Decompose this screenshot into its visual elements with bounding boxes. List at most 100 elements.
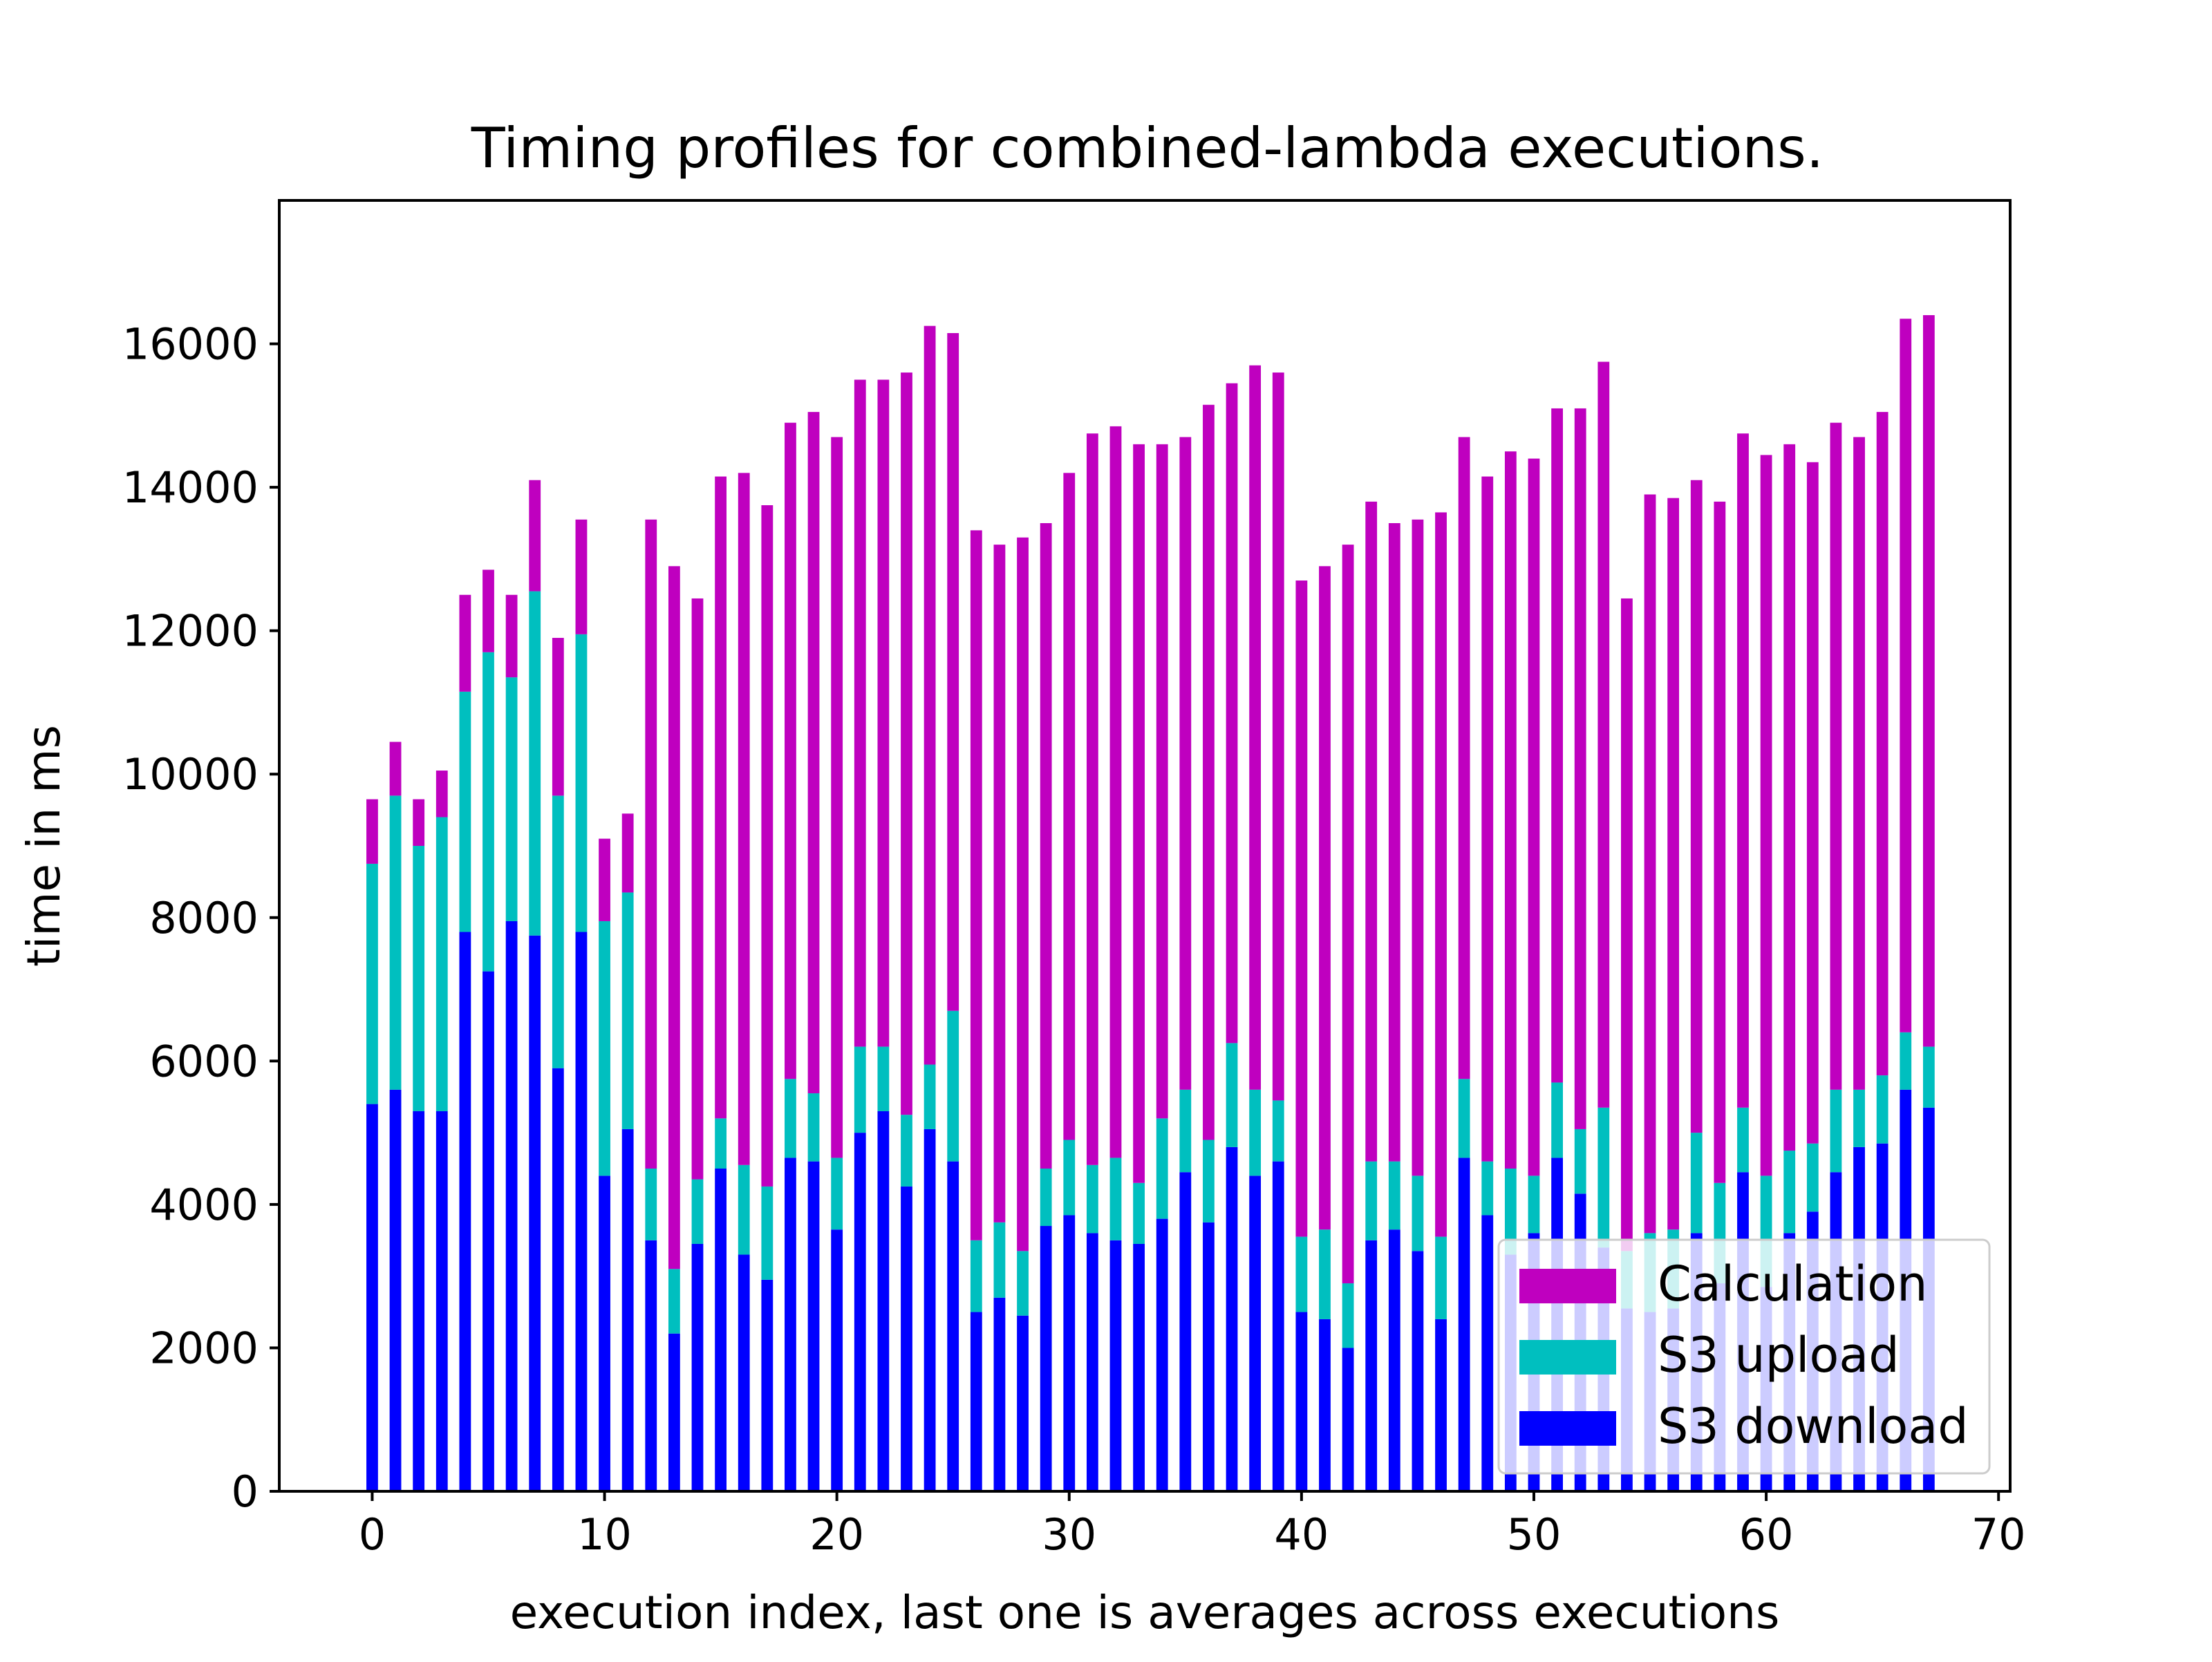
bar-segment-calculation-8 (552, 638, 564, 796)
x-tick-label: 10 (577, 1509, 632, 1560)
bar-segment-s3-upload-38 (1249, 1089, 1262, 1176)
bar-segment-calculation-63 (1830, 422, 1842, 1090)
bar-segment-calculation-48 (1481, 476, 1494, 1162)
bar-segment-calculation-14 (691, 598, 704, 1180)
bar-segment-s3-upload-5 (482, 652, 494, 972)
bar-segment-s3-upload-10 (599, 920, 610, 1176)
bar-segment-s3-upload-32 (1109, 1158, 1122, 1240)
bar-segment-s3-upload-6 (505, 677, 518, 921)
y-tick-label: 2000 (149, 1323, 259, 1373)
bar-segment-s3-upload-48 (1481, 1161, 1494, 1216)
bar-segment-s3-download-10 (599, 1175, 610, 1491)
bar-segment-calculation-65 (1876, 412, 1888, 1076)
bar-segment-s3-upload-57 (1690, 1133, 1703, 1234)
bar-segment-s3-upload-13 (668, 1269, 680, 1334)
bar-segment-s3-upload-3 (435, 817, 448, 1111)
bar-segment-s3-upload-26 (970, 1240, 982, 1312)
bar-segment-s3-download-35 (1179, 1172, 1192, 1491)
bar-segment-s3-upload-65 (1876, 1075, 1888, 1144)
bar-segment-s3-download-40 (1295, 1312, 1308, 1491)
bar-segment-s3-download-39 (1272, 1161, 1284, 1491)
bar-segment-s3-upload-44 (1388, 1161, 1400, 1230)
bar-segment-s3-upload-51 (1551, 1082, 1563, 1158)
bar-segment-s3-upload-23 (901, 1115, 912, 1187)
bar-segment-s3-download-17 (761, 1279, 774, 1491)
bar-segment-calculation-57 (1690, 480, 1703, 1133)
bar-segment-s3-download-21 (854, 1133, 866, 1491)
bar-segment-calculation-18 (785, 422, 796, 1079)
bar-segment-calculation-21 (854, 379, 866, 1047)
bar-segment-s3-download-11 (621, 1129, 634, 1491)
bar-segment-s3-upload-30 (1063, 1140, 1076, 1216)
x-tick-label: 50 (1507, 1509, 1562, 1560)
bar-segment-s3-upload-39 (1272, 1100, 1284, 1162)
bar-segment-s3-upload-36 (1203, 1140, 1215, 1222)
bar-segment-calculation-43 (1365, 501, 1378, 1162)
y-tick-label: 4000 (149, 1180, 259, 1230)
bar-segment-calculation-51 (1551, 408, 1563, 1083)
bar-segment-calculation-34 (1156, 444, 1168, 1119)
bar-segment-calculation-67 (1922, 315, 1935, 1047)
bar-segment-s3-download-25 (947, 1161, 959, 1491)
y-tick-label: 10000 (122, 749, 259, 800)
x-tick-label: 0 (359, 1509, 386, 1560)
bar-segment-s3-download-29 (1040, 1226, 1052, 1491)
bar-segment-calculation-24 (924, 325, 936, 1065)
y-tick-label: 0 (232, 1466, 259, 1517)
bar-segment-s3-download-26 (970, 1312, 982, 1491)
bar-segment-s3-upload-35 (1179, 1089, 1192, 1173)
bar-segment-calculation-61 (1783, 444, 1796, 1151)
bar-segment-s3-download-41 (1319, 1319, 1331, 1491)
bar-segment-s3-upload-64 (1853, 1089, 1865, 1147)
bar-segment-s3-upload-25 (947, 1010, 959, 1162)
bar-segment-s3-upload-67 (1922, 1046, 1935, 1108)
bar-segment-s3-download-3 (435, 1111, 448, 1491)
y-axis: 0 2000 4000 6000 8000 10000 12000 14000 16000 (122, 319, 279, 1517)
x-tick-label: 20 (809, 1509, 864, 1560)
y-tick-label: 16000 (122, 319, 259, 370)
bar-segment-s3-upload-41 (1319, 1229, 1331, 1319)
bar-segment-s3-download-47 (1458, 1158, 1470, 1491)
legend-label: Calculation (1658, 1256, 1928, 1312)
bar-segment-s3-upload-21 (854, 1046, 866, 1133)
bar-segment-s3-download-46 (1435, 1319, 1447, 1491)
bar-segment-s3-upload-49 (1504, 1169, 1517, 1255)
bar-segment-calculation-9 (575, 519, 588, 634)
bar-segment-s3-upload-8 (552, 795, 564, 1068)
legend-swatch-s3-upload (1519, 1340, 1616, 1375)
bar-segment-s3-upload-1 (389, 795, 402, 1090)
bar-segment-s3-upload-22 (877, 1046, 890, 1111)
bar-segment-s3-download-9 (575, 932, 588, 1491)
bar-segment-calculation-27 (993, 545, 1006, 1222)
bar-segment-s3-upload-47 (1458, 1079, 1470, 1158)
bar-segment-s3-download-24 (924, 1129, 936, 1491)
x-tick-label: 70 (1971, 1509, 2026, 1560)
chart-title: Timing profiles for combined-lambda exec… (471, 116, 1824, 180)
y-tick-label: 6000 (149, 1036, 259, 1086)
bar-segment-calculation-45 (1412, 519, 1424, 1176)
bar-segment-s3-upload-14 (691, 1179, 704, 1244)
legend: Calculation S3 upload S3 download (1497, 1238, 1991, 1475)
bar-segment-s3-upload-11 (621, 892, 634, 1129)
y-axis-label: time in ms (17, 725, 71, 967)
bar-segment-s3-upload-29 (1040, 1169, 1052, 1227)
bar-segment-s3-upload-43 (1365, 1161, 1378, 1240)
bar-segment-s3-download-6 (505, 920, 518, 1491)
bar-segment-s3-upload-52 (1574, 1129, 1586, 1194)
bar-segment-s3-download-36 (1203, 1222, 1215, 1491)
bar-segment-s3-download-32 (1109, 1240, 1122, 1491)
bar-segment-calculation-5 (482, 569, 494, 652)
bar-segment-s3-upload-27 (993, 1222, 1006, 1298)
bar-segment-calculation-13 (668, 566, 680, 1269)
bar-segment-calculation-20 (831, 437, 843, 1158)
bar-segment-s3-download-7 (529, 935, 541, 1491)
bar-segment-s3-upload-28 (1017, 1251, 1029, 1316)
bar-segment-calculation-6 (505, 594, 518, 678)
bar-segment-calculation-30 (1063, 473, 1076, 1140)
bar-segment-s3-download-27 (993, 1297, 1006, 1491)
bar-segment-s3-upload-63 (1830, 1089, 1842, 1173)
x-tick-label: 60 (1739, 1509, 1794, 1560)
bar-segment-s3-download-15 (715, 1169, 727, 1491)
bar-segment-s3-upload-33 (1133, 1182, 1145, 1244)
